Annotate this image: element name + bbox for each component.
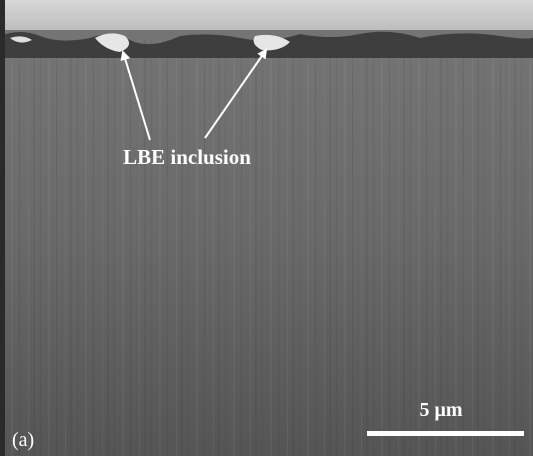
- panel-label: (a): [12, 429, 34, 451]
- top-layer: [0, 0, 533, 30]
- micrograph: LBE inclusion 5 μm (a): [0, 0, 533, 456]
- scale-bar-label: 5 μm: [420, 399, 463, 421]
- scale-bar: [367, 431, 524, 436]
- annotation-label: LBE inclusion: [123, 145, 251, 169]
- left-edge: [0, 0, 5, 456]
- streaks: [0, 40, 533, 456]
